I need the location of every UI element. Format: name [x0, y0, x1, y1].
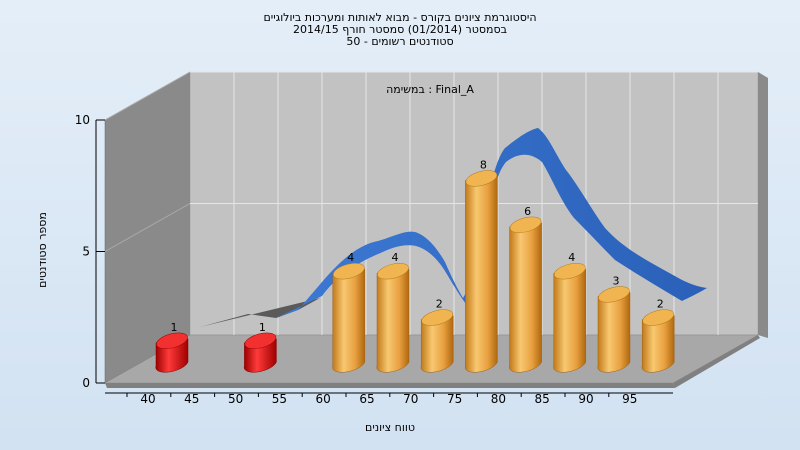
bar-body — [597, 292, 631, 373]
bar-body — [641, 315, 675, 373]
x-tick-label: 75 — [447, 392, 462, 406]
data-label: 1 — [259, 321, 266, 334]
bar-top — [553, 263, 586, 280]
bar-top — [421, 309, 454, 326]
chart-title-line-3: סטודנטים רשומים - 50 — [346, 35, 453, 48]
x-tick-label: 70 — [403, 392, 418, 406]
floor-edge-right — [673, 335, 760, 388]
floor-edge — [105, 383, 675, 388]
x-tick-label: 65 — [359, 392, 374, 406]
data-label: 4 — [568, 251, 575, 264]
y-tick-label: 0 — [82, 376, 90, 390]
grid-line-left — [104, 71, 191, 121]
data-label: 3 — [613, 274, 620, 287]
bar: 4 — [332, 251, 366, 373]
bar-top — [244, 332, 277, 349]
data-label: 2 — [657, 298, 664, 311]
bar-body — [420, 315, 454, 373]
bar: 2 — [420, 298, 454, 373]
bar: 2 — [641, 298, 675, 373]
data-label: 2 — [436, 298, 443, 311]
x-tick-label: 45 — [184, 392, 199, 406]
grid-line-left — [104, 203, 191, 252]
bar-top — [465, 170, 498, 187]
bar-body — [553, 268, 587, 373]
bar: 4 — [376, 251, 410, 373]
data-label: 6 — [524, 205, 531, 218]
bar-body — [332, 268, 366, 373]
bar-top — [332, 263, 365, 280]
bar-top — [509, 216, 542, 233]
x-tick-label: 95 — [622, 392, 637, 406]
bar: 4 — [553, 251, 587, 373]
bar-body — [509, 222, 542, 373]
x-tick-label: 60 — [316, 392, 331, 406]
chart-title-line-1: היסטוגרמת ציונים בקורס - מבוא לאותות ומע… — [263, 11, 536, 24]
x-axis: 40 45 50 55 60 65 70 75 80 85 90 95 — [105, 392, 673, 406]
bar: 3 — [597, 274, 631, 373]
x-tick-label: 40 — [140, 392, 155, 406]
data-label: 4 — [347, 251, 354, 264]
bar: 6 — [509, 205, 542, 373]
data-label: 4 — [392, 251, 399, 264]
bar-body — [376, 268, 410, 373]
y-axis-label: מספר סטודנטים — [36, 212, 49, 288]
x-tick-label: 50 — [228, 392, 243, 406]
x-tick-label: 55 — [272, 392, 287, 406]
bar: 8 — [464, 158, 498, 373]
bar-top — [598, 286, 630, 303]
x-tick-label: 90 — [578, 392, 593, 406]
y-tick-label: 10 — [75, 113, 90, 127]
bar-top — [642, 309, 675, 326]
bars: 1 1 4 4 2 8 6 4 3 2 — [155, 158, 675, 373]
data-label: 1 — [171, 321, 178, 334]
bar-top — [377, 263, 409, 280]
x-axis-label: טווח ציונים — [365, 421, 415, 434]
back-wall-shadow — [758, 72, 768, 338]
curve-shadow — [200, 298, 320, 327]
bar-top — [156, 332, 188, 349]
bar: 1 — [155, 321, 189, 373]
chart-title-line-2: בסמסטר (01/2014) סמסטר חורף 2014/15 — [293, 23, 507, 36]
x-tick-label: 80 — [491, 392, 506, 406]
bar-body — [464, 176, 498, 373]
y-axis: 0 5 10 — [75, 113, 105, 390]
x-tick-label: 85 — [535, 392, 550, 406]
bar: 1 — [243, 321, 277, 373]
chart-subtitle: במשימה : Final_A — [386, 83, 474, 96]
data-label: 8 — [480, 158, 487, 171]
y-tick-label: 5 — [82, 245, 90, 259]
